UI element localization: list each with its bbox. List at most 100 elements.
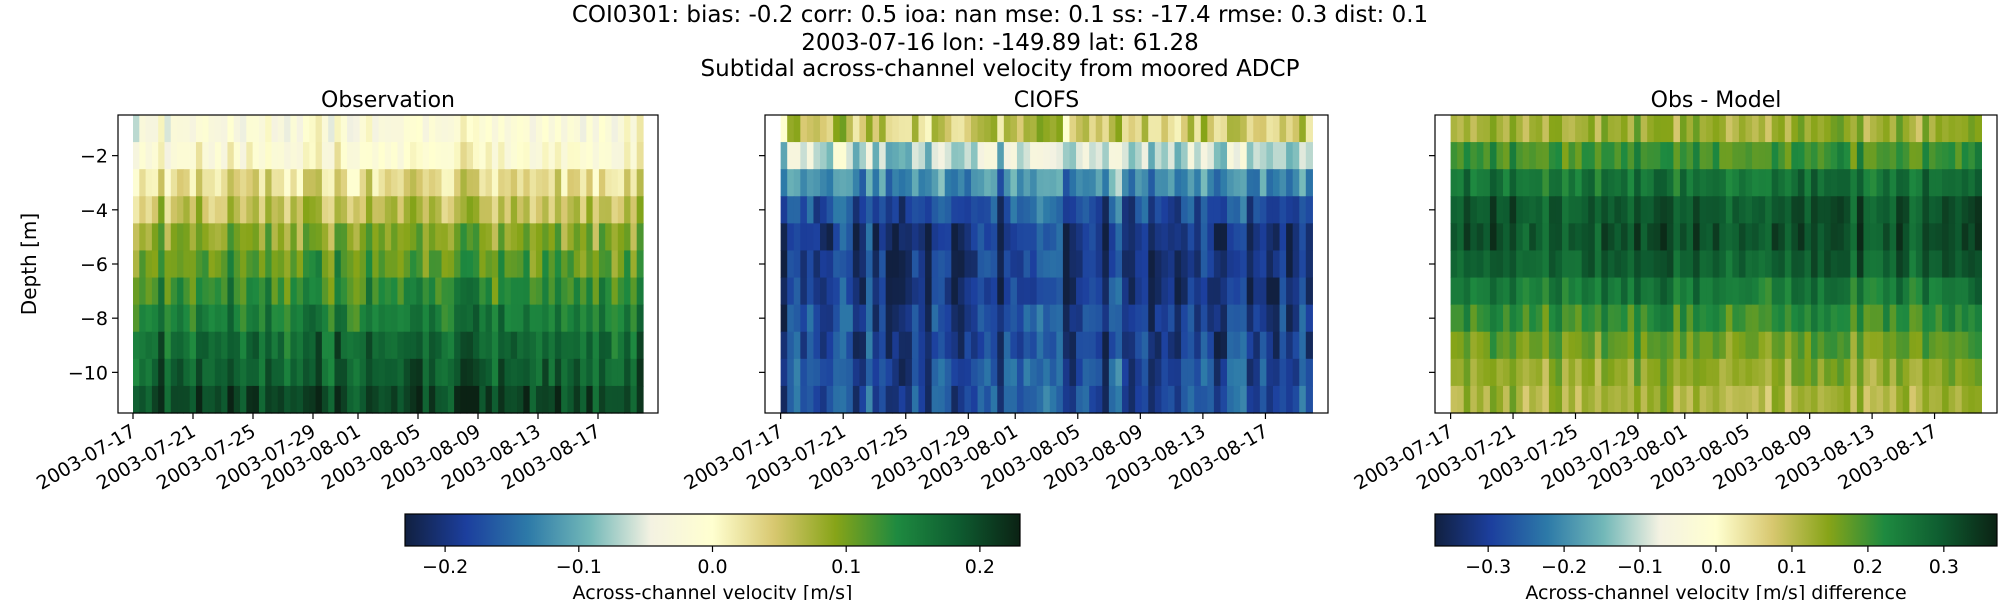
heatmap-cell bbox=[592, 331, 600, 360]
heatmap-cell bbox=[1496, 277, 1504, 306]
heatmap-cell bbox=[1647, 115, 1655, 143]
heatmap-cell bbox=[529, 223, 537, 252]
heatmap-cell bbox=[984, 115, 992, 143]
heatmap-cell bbox=[321, 331, 329, 360]
heatmap-cell bbox=[277, 115, 285, 143]
heatmap-cell bbox=[1974, 385, 1982, 414]
heatmap-cell bbox=[879, 304, 887, 333]
heatmap-cell bbox=[1712, 385, 1720, 414]
heatmap-cell bbox=[787, 385, 795, 414]
heatmap-cell bbox=[145, 358, 153, 387]
heatmap-cell bbox=[1791, 196, 1799, 224]
heatmap-cell bbox=[517, 223, 524, 252]
heatmap-cell bbox=[428, 250, 436, 279]
heatmap-cell bbox=[806, 304, 815, 333]
heatmap-cell bbox=[605, 277, 613, 306]
heatmap-cell bbox=[820, 277, 828, 306]
heatmap-cell bbox=[1220, 331, 1228, 360]
heatmap-cell bbox=[611, 358, 619, 387]
heatmap-cell bbox=[1889, 385, 1897, 414]
heatmap-cell bbox=[1003, 196, 1011, 224]
heatmap-cell bbox=[905, 277, 913, 306]
heatmap-cell bbox=[410, 169, 417, 197]
heatmap-cell bbox=[277, 331, 285, 360]
heatmap-cell bbox=[246, 223, 254, 252]
heatmap-cell bbox=[479, 169, 487, 197]
heatmap-cell bbox=[1227, 196, 1235, 224]
heatmap-cell bbox=[586, 142, 594, 170]
heatmap-cell bbox=[1036, 358, 1044, 387]
heatmap-cell bbox=[554, 385, 562, 414]
heatmap-cell bbox=[321, 223, 329, 252]
heatmap-cell bbox=[580, 169, 587, 197]
heatmap-cell bbox=[1771, 250, 1779, 279]
heatmap-cell bbox=[315, 169, 323, 197]
heatmap-cell bbox=[1811, 385, 1819, 414]
heatmap-cell bbox=[227, 358, 235, 387]
heatmap-cell bbox=[1095, 115, 1103, 143]
heatmap-cell bbox=[1102, 142, 1110, 170]
heatmap-cell bbox=[1581, 142, 1589, 170]
heatmap-cell bbox=[1516, 169, 1524, 197]
heatmap-cell bbox=[441, 223, 449, 252]
heatmap-cell bbox=[892, 277, 900, 306]
heatmap-cell bbox=[460, 304, 468, 333]
heatmap-cell bbox=[1889, 331, 1897, 360]
heatmap-cell bbox=[284, 223, 292, 252]
colorbar-bar bbox=[1434, 513, 1998, 547]
heatmap-cell bbox=[422, 223, 430, 252]
heatmap-cell bbox=[422, 196, 430, 224]
heatmap-cell bbox=[1030, 385, 1038, 414]
heatmap-cell bbox=[1948, 277, 1956, 306]
heatmap-cell bbox=[158, 385, 166, 414]
heatmap-cell bbox=[428, 304, 436, 333]
heatmap-cell bbox=[252, 223, 260, 252]
heatmap-cell bbox=[971, 250, 979, 279]
heatmap-cell bbox=[1869, 169, 1878, 197]
heatmap-cell bbox=[1627, 277, 1635, 306]
heatmap-cell bbox=[826, 358, 834, 387]
heatmap-cell bbox=[1555, 331, 1563, 360]
heatmap-cell bbox=[1187, 358, 1195, 387]
heatmap-cell bbox=[1450, 142, 1458, 170]
heatmap-cell bbox=[1896, 250, 1904, 279]
heatmap-cell bbox=[258, 223, 266, 252]
heatmap-cell bbox=[1286, 358, 1294, 387]
heatmap-cell bbox=[183, 277, 191, 306]
heatmap-cell bbox=[1791, 304, 1799, 333]
heatmap-cell bbox=[611, 250, 619, 279]
heatmap-cell bbox=[1272, 223, 1281, 252]
heatmap-cell bbox=[1516, 385, 1524, 414]
heatmap-cell bbox=[1108, 115, 1117, 143]
heatmap-cell bbox=[1942, 358, 1950, 387]
heatmap-cell bbox=[892, 385, 900, 414]
heatmap-cell bbox=[1856, 304, 1865, 333]
heatmap-cell bbox=[1660, 358, 1668, 387]
heatmap-cell bbox=[1758, 304, 1766, 333]
heatmap-cell bbox=[202, 196, 210, 224]
heatmap-cell bbox=[1627, 115, 1635, 143]
heatmap-cell bbox=[1069, 223, 1077, 252]
heatmap-cell bbox=[1049, 223, 1057, 252]
heatmap-cell bbox=[957, 331, 966, 360]
heatmap-cell bbox=[1620, 385, 1629, 414]
heatmap-cell bbox=[315, 358, 323, 387]
heatmap-cell bbox=[340, 223, 348, 252]
heatmap-cell bbox=[611, 169, 619, 197]
heatmap-cell bbox=[1292, 304, 1300, 333]
heatmap-cell bbox=[372, 331, 380, 360]
heatmap-cell bbox=[1023, 358, 1031, 387]
heatmap-cell bbox=[1299, 196, 1307, 224]
heatmap-cell bbox=[905, 223, 913, 252]
heatmap-cell bbox=[214, 142, 222, 170]
heatmap-cell bbox=[1102, 358, 1110, 387]
heatmap-cell bbox=[1286, 250, 1294, 279]
heatmap-cell bbox=[592, 115, 600, 143]
heatmap-cell bbox=[833, 115, 841, 143]
heatmap-cell bbox=[485, 385, 493, 414]
heatmap-cell bbox=[422, 331, 430, 360]
heatmap-cell bbox=[529, 304, 537, 333]
heatmap-cell bbox=[1023, 331, 1031, 360]
heatmap-cell bbox=[846, 142, 854, 170]
heatmap-cell bbox=[1634, 115, 1642, 143]
